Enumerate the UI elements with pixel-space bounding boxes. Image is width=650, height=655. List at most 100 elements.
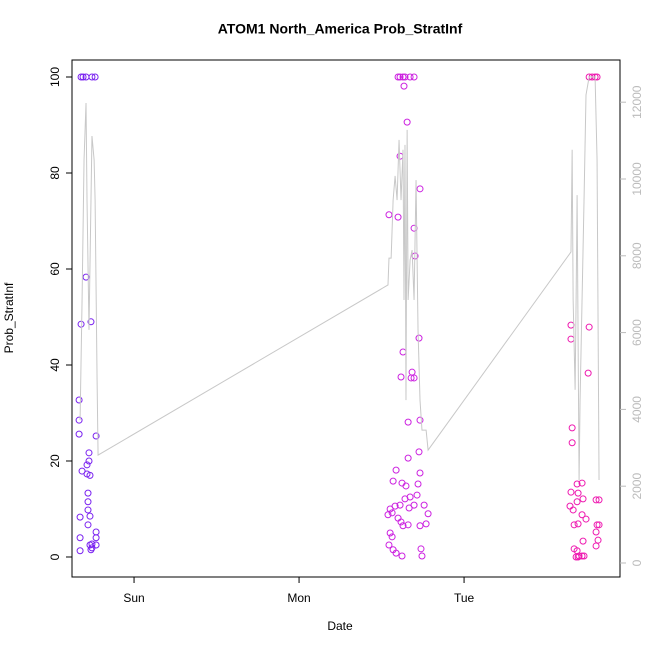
point — [76, 534, 84, 542]
point — [417, 545, 425, 553]
point — [416, 469, 424, 477]
point — [82, 273, 90, 281]
point — [567, 335, 575, 343]
point — [424, 510, 432, 518]
y-tick-label: 0 — [48, 553, 62, 560]
point — [592, 542, 600, 550]
point — [396, 73, 404, 81]
y2-tick-label: 0 — [630, 559, 644, 566]
y-tick-label: 40 — [48, 358, 62, 372]
point — [399, 348, 407, 356]
point — [574, 520, 582, 528]
point — [385, 211, 393, 219]
point — [579, 495, 587, 503]
point — [79, 73, 87, 81]
chart-title: ATOM1 North_America Prob_StratInf — [218, 21, 463, 37]
point — [88, 73, 96, 81]
point — [573, 480, 581, 488]
point — [394, 73, 402, 81]
point — [386, 529, 394, 537]
point — [595, 496, 603, 504]
point — [92, 528, 100, 536]
point — [410, 374, 418, 382]
x-tick-label: Sun — [123, 591, 144, 605]
point — [384, 511, 392, 519]
point — [584, 369, 592, 377]
point — [406, 73, 414, 81]
point — [400, 82, 408, 90]
point — [399, 522, 407, 530]
y-tick-label: 80 — [48, 166, 62, 180]
y2-tick-label: 2000 — [630, 473, 644, 500]
point — [86, 512, 94, 520]
point — [85, 457, 93, 465]
y2-tick-label: 8000 — [630, 242, 644, 269]
point — [75, 416, 83, 424]
point — [573, 498, 581, 506]
point — [404, 418, 412, 426]
point — [574, 489, 582, 497]
point — [394, 213, 402, 221]
point — [404, 521, 412, 529]
point — [83, 461, 91, 469]
point — [410, 73, 418, 81]
point — [404, 454, 412, 462]
point — [392, 549, 400, 557]
point — [578, 511, 586, 519]
point — [402, 482, 410, 490]
point — [574, 553, 582, 561]
point — [592, 496, 600, 504]
point — [568, 424, 576, 432]
point — [84, 498, 92, 506]
point — [401, 73, 409, 81]
point — [76, 547, 84, 555]
point — [415, 448, 423, 456]
x-tick-label: Mon — [287, 591, 310, 605]
plot-frame — [71, 59, 621, 578]
point — [593, 521, 601, 529]
y2-tick-label: 12000 — [630, 85, 644, 119]
point — [570, 521, 578, 529]
point — [397, 518, 405, 526]
point — [92, 534, 100, 542]
y2-tick-label: 10000 — [630, 162, 644, 196]
y-tick-label: 100 — [48, 67, 62, 87]
point — [388, 533, 396, 541]
point — [85, 449, 93, 457]
point — [86, 471, 94, 479]
point — [396, 501, 404, 509]
point — [399, 73, 407, 81]
point — [385, 541, 393, 549]
y-axis-label: Prob_StratInf — [2, 282, 16, 353]
point — [84, 489, 92, 497]
y-tick-label: 20 — [48, 454, 62, 468]
point — [403, 118, 411, 126]
point — [413, 491, 421, 499]
point — [407, 374, 415, 382]
point — [418, 552, 426, 560]
point — [575, 552, 583, 560]
point — [392, 466, 400, 474]
point — [579, 537, 587, 545]
point — [422, 520, 430, 528]
point — [567, 321, 575, 329]
point — [87, 318, 95, 326]
point — [84, 506, 92, 514]
point — [572, 553, 580, 561]
point — [398, 552, 406, 560]
point — [595, 521, 603, 529]
point — [414, 480, 422, 488]
point — [77, 73, 85, 81]
x-tick-label: Tue — [454, 591, 475, 605]
point — [567, 488, 575, 496]
point — [84, 521, 92, 529]
point — [566, 502, 574, 510]
point — [416, 185, 424, 193]
point — [389, 477, 397, 485]
point — [415, 334, 423, 342]
point — [75, 430, 83, 438]
point — [397, 373, 405, 381]
point — [569, 506, 577, 514]
point — [388, 509, 396, 517]
